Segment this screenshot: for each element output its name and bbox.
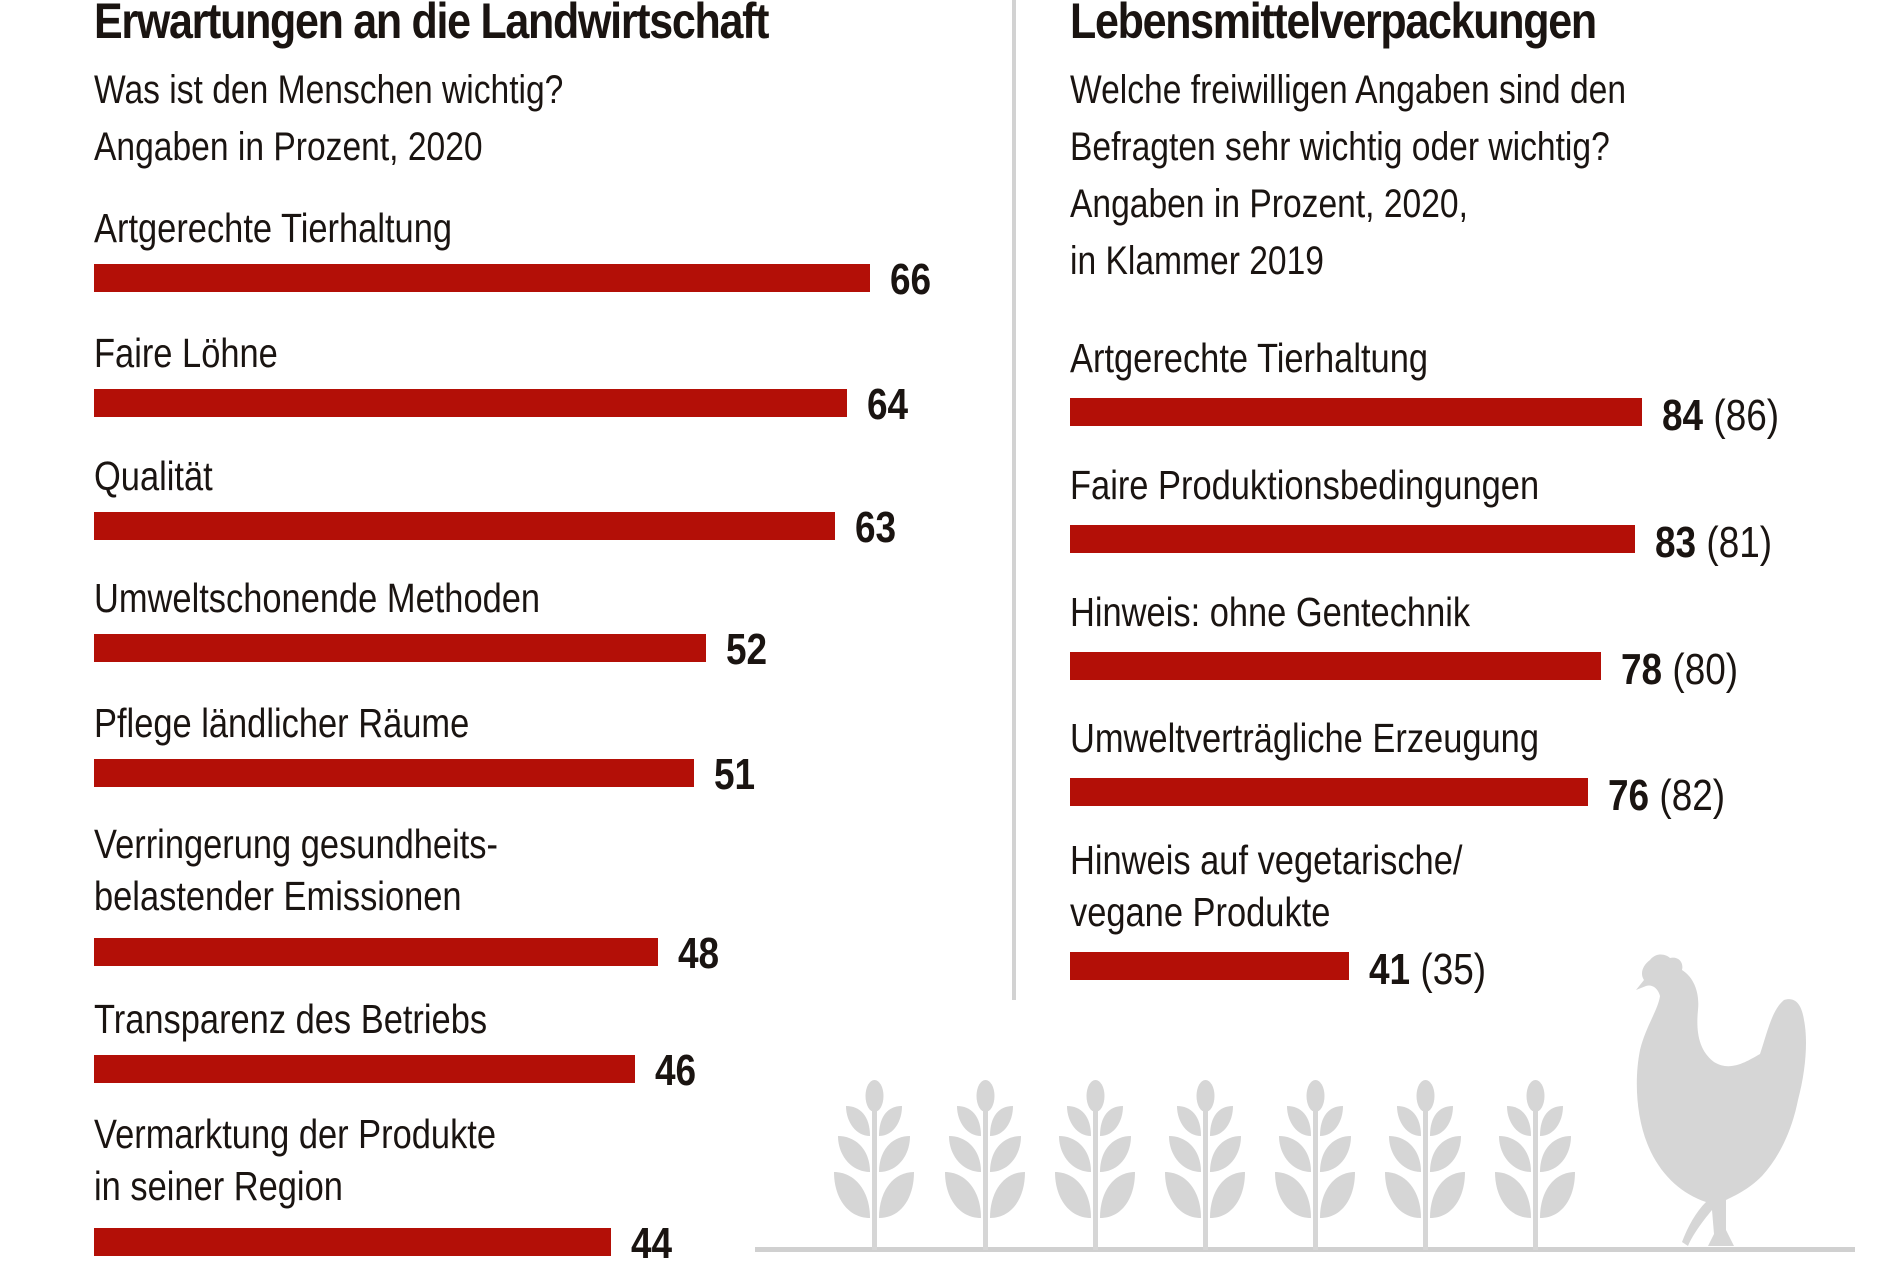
- value-label: 51: [713, 750, 755, 799]
- chart-right-subtitle-1: Welche freiwilligen Angaben sind den: [1070, 68, 1627, 112]
- bar: [1070, 398, 1643, 426]
- value-2020: 78: [1621, 645, 1673, 694]
- value-label: 44: [631, 1219, 673, 1268]
- value-label: 83 (81): [1655, 521, 1772, 565]
- wheat-icon: [1275, 1080, 1355, 1250]
- chart-right-title: Lebensmittelverpackungen: [1070, 0, 1597, 49]
- category-label: Vermarktung der Produkte: [94, 1111, 497, 1157]
- bar: [1070, 952, 1350, 980]
- category-label: Hinweis: ohne Gentechnik: [1070, 589, 1471, 635]
- value-label: 78 (80): [1621, 648, 1738, 692]
- value-2019: (81): [1706, 518, 1773, 567]
- bar: [94, 512, 835, 540]
- value-2020: 84: [1662, 391, 1714, 440]
- wheat-icon: [1385, 1080, 1465, 1250]
- bar: [94, 1228, 612, 1256]
- bar: [94, 1055, 635, 1083]
- wheat-icon: [1165, 1080, 1245, 1250]
- value-2019: (82): [1658, 771, 1725, 820]
- value-label: 48: [678, 929, 720, 978]
- category-label: Transparenz des Betriebs: [94, 996, 488, 1042]
- chart-right-subtitle-3: Angaben in Prozent, 2020,: [1070, 182, 1468, 226]
- bar: [1070, 778, 1588, 806]
- bar: [94, 759, 694, 787]
- ground-line: [755, 1247, 1855, 1252]
- category-label: Qualität: [94, 453, 213, 499]
- value-2019: (35): [1420, 945, 1487, 994]
- value-label: 41 (35): [1369, 948, 1486, 992]
- bar: [94, 634, 706, 662]
- chart-right-subtitle-2: Befragten sehr wichtig oder wichtig?: [1070, 125, 1610, 169]
- category-label: Faire Löhne: [94, 330, 278, 376]
- category-label: Pflege ländlicher Räume: [94, 700, 470, 746]
- value-2020: 76: [1607, 771, 1659, 820]
- category-label: Umweltverträgliche Erzeugung: [1070, 715, 1539, 761]
- value-2019: (86): [1713, 391, 1780, 440]
- category-label: Umweltschonende Methoden: [94, 575, 541, 621]
- value-2020: 41: [1369, 945, 1421, 994]
- chicken-icon: [1636, 954, 1806, 1246]
- category-label: Artgerechte Tierhaltung: [1070, 335, 1429, 381]
- value-label: 63: [854, 503, 896, 552]
- value-label: 46: [654, 1046, 697, 1095]
- bar: [94, 264, 871, 292]
- chart-right-subtitle-4: in Klammer 2019: [1070, 239, 1324, 283]
- bar: [1070, 525, 1636, 553]
- category-label: in seiner Region: [94, 1163, 343, 1209]
- value-label: 76 (82): [1608, 774, 1725, 818]
- wheat-icon: [834, 1080, 914, 1250]
- wheat-icon: [1055, 1080, 1135, 1250]
- value-2019: (80): [1672, 645, 1739, 694]
- value-2020: 83: [1655, 518, 1707, 567]
- category-label: Hinweis auf vegetarische/: [1070, 837, 1463, 883]
- value-label: 84 (86): [1662, 394, 1779, 438]
- value-label: 66: [890, 255, 932, 304]
- category-label: Verringerung gesundheits-: [94, 821, 498, 867]
- value-label: 52: [725, 625, 767, 674]
- chart-left-subtitle-2: Angaben in Prozent, 2020: [94, 125, 483, 169]
- wheat-icon: [945, 1080, 1025, 1250]
- bar: [94, 938, 659, 966]
- bar: [94, 389, 847, 417]
- value-label: 64: [866, 380, 908, 429]
- category-label: Faire Produktionsbedingungen: [1070, 462, 1540, 508]
- chart-left-title: Erwartungen an die Landwirtschaft: [94, 0, 769, 49]
- divider: [1012, 0, 1016, 1000]
- bar: [1070, 652, 1602, 680]
- wheat-icon: [1495, 1080, 1575, 1250]
- chart-left-subtitle-1: Was ist den Menschen wichtig?: [94, 68, 564, 112]
- category-label: belastender Emissionen: [94, 873, 462, 919]
- category-label: vegane Produkte: [1070, 889, 1331, 935]
- category-label: Artgerechte Tierhaltung: [94, 205, 453, 251]
